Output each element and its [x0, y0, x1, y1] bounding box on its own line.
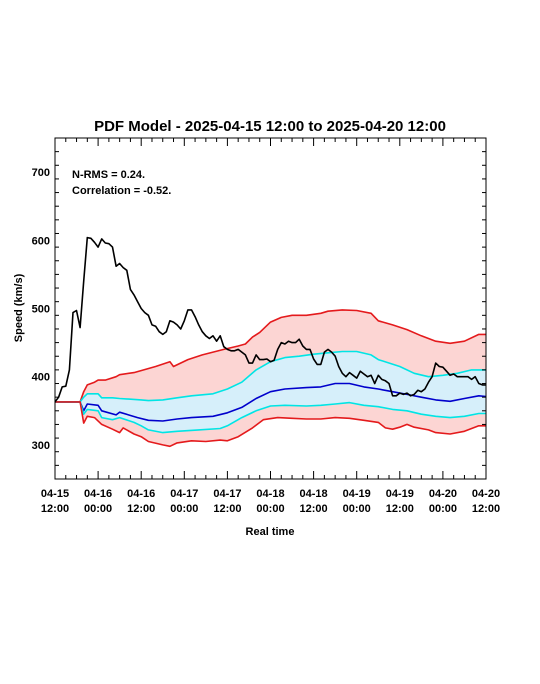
correlation-annotation: Correlation = -0.52. [72, 185, 171, 197]
x-tick-label-date: 04-20 [429, 488, 457, 500]
series-lines [54, 236, 487, 448]
series-line-lower-outer-band [55, 401, 486, 448]
x-tick-label-time: 12:00 [41, 503, 69, 515]
y-tick-label: 500 [32, 304, 50, 316]
x-tick-label-time: 12:00 [472, 503, 500, 515]
series-line-upper-inner-band [55, 350, 486, 403]
series-line-lower-inner-band [55, 401, 486, 434]
x-tick-label-date: 04-16 [127, 488, 155, 500]
x-tick-label-date: 04-17 [170, 488, 198, 500]
band-fill-2 [55, 401, 486, 447]
band-fill-0 [55, 309, 486, 402]
series-line-observed [54, 236, 486, 403]
nrms-annotation: N-RMS = 0.24. [72, 169, 145, 181]
x-tick-label-time: 00:00 [170, 503, 198, 515]
x-tick-label-time: 12:00 [127, 503, 155, 515]
chart-title: PDF Model - 2025-04-15 12:00 to 2025-04-… [94, 118, 446, 135]
x-tick-label-date: 04-18 [300, 488, 328, 500]
x-tick-label-time: 00:00 [429, 503, 457, 515]
y-tick-label: 600 [32, 235, 50, 247]
x-tick-label-date: 04-17 [213, 488, 241, 500]
x-tick-label-date: 04-19 [343, 488, 371, 500]
x-tick-label-date: 04-20 [472, 488, 500, 500]
x-axis-label: Real time [246, 526, 295, 538]
x-tick-label-date: 04-19 [386, 488, 414, 500]
x-tick-label-time: 00:00 [256, 503, 284, 515]
series-line-median [55, 382, 487, 422]
x-tick-label-date: 04-15 [41, 488, 69, 500]
x-tick-label-time: 00:00 [84, 503, 112, 515]
x-tick-label-time: 12:00 [213, 503, 241, 515]
x-tick-label-time: 00:00 [343, 503, 371, 515]
y-tick-label: 300 [32, 440, 50, 452]
series-line-upper-outer-band [55, 309, 486, 403]
y-tick-label: 400 [32, 372, 50, 384]
x-tick-label-time: 12:00 [386, 503, 414, 515]
x-tick-label-date: 04-18 [256, 488, 284, 500]
x-axis: 04-15 12:00 04-16 00:00 04-16 12:00 04-17 00:00… [41, 138, 500, 515]
y-axis-label: Speed (km/s) [13, 273, 25, 342]
x-tick-label-date: 04-16 [84, 488, 112, 500]
y-axis: 300 400 500 600 700 [32, 137, 486, 480]
band-fills [55, 309, 486, 447]
x-tick-label-time: 12:00 [300, 503, 328, 515]
y-tick-label: 700 [32, 167, 50, 179]
